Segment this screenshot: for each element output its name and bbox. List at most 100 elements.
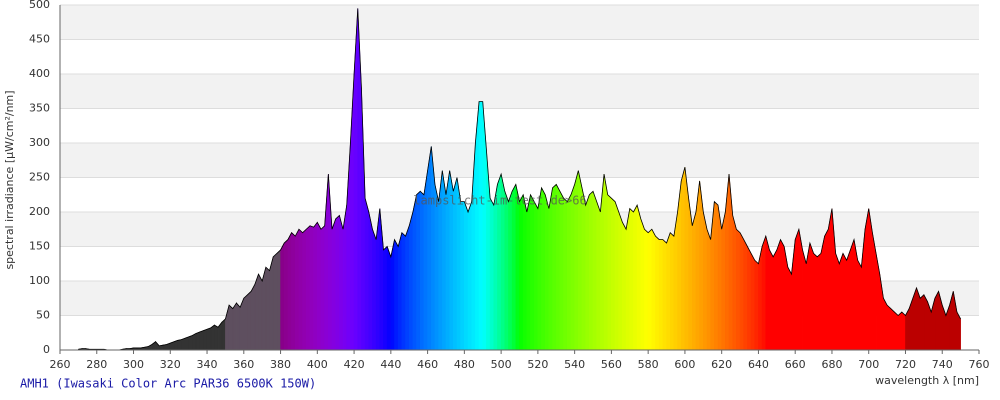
x-tick-label: 280 (86, 358, 107, 371)
spectrum-strip (901, 311, 906, 351)
y-tick-label: 300 (29, 136, 50, 149)
spectrum-strip (754, 259, 759, 351)
x-axis-label: wavelength λ [nm] (875, 374, 979, 387)
spectrum-strip (824, 229, 829, 351)
spectrum-strip (294, 229, 300, 351)
spectrum-strip (313, 221, 318, 351)
spectrum-strip (702, 211, 708, 351)
spectrum-strip (181, 337, 186, 351)
spectrum-strip (816, 252, 822, 351)
spectrum-strip (302, 228, 307, 351)
spectrum-strip (592, 191, 597, 351)
spectrum-strip (188, 335, 193, 351)
x-tick-label: 440 (380, 358, 401, 371)
x-tick-label: 460 (417, 358, 438, 371)
spectrum-strip (747, 246, 752, 351)
x-tick-label: 560 (601, 358, 622, 371)
spectrum-strip (600, 174, 605, 351)
spectrum-strip (622, 222, 627, 351)
spectrum-strip (335, 214, 340, 351)
spectrum-strip (412, 194, 417, 351)
y-tick-label: 0 (43, 343, 50, 356)
spectrum-strip (651, 229, 656, 351)
spectrum-strip (743, 239, 748, 351)
spectrum-strip (776, 239, 781, 351)
spectrum-strip (607, 194, 612, 351)
spectrum-strip (155, 340, 160, 351)
spectrum-strip (714, 200, 719, 351)
spectrum-strip (533, 201, 539, 351)
spectrum-strip (416, 190, 421, 351)
spectrum-strip (276, 249, 281, 351)
spectrum-strip (203, 328, 208, 351)
y-tick-label: 100 (29, 274, 50, 287)
spectrum-strip (875, 253, 881, 351)
spectrum-strip (283, 238, 289, 351)
x-tick-label: 520 (527, 358, 548, 371)
spectrum-strip (228, 304, 234, 351)
spectrum-strip (397, 232, 403, 351)
spectrum-strip (890, 307, 895, 351)
spectrum-strip (706, 229, 711, 351)
x-tick-label: 760 (969, 358, 990, 371)
spectrum-strip (504, 191, 509, 351)
spectrum-strip (563, 197, 568, 351)
spectrum-strip (250, 284, 256, 351)
spectrum-strip (566, 194, 572, 351)
spectrum-strip (522, 194, 528, 351)
spectrum-strip (725, 174, 730, 351)
spectrum-strip (511, 184, 517, 351)
spectrum-strip (883, 298, 888, 351)
spectrum-strip (361, 87, 366, 351)
spectrum-strip (658, 239, 664, 351)
spectrum-strip (478, 101, 484, 351)
spectrum-strip (221, 318, 226, 351)
spectrum-strip (728, 174, 734, 351)
spectrum-strip (368, 211, 373, 351)
spectrum-strip (548, 187, 553, 351)
spectrum-strip (460, 201, 465, 351)
spectrum-outline (78, 8, 961, 351)
spectrum-strip (629, 207, 634, 351)
x-tick-label: 580 (638, 358, 659, 371)
spectrum-strip (287, 232, 292, 351)
y-axis-label: spectral irradiance [µW/cm²/nm] (3, 90, 16, 269)
spectrum-strip (544, 194, 550, 351)
spectrum-strip (206, 327, 212, 351)
spectrum-strip (232, 302, 237, 351)
spectrum-strip (894, 311, 899, 351)
spectrum-strip (515, 184, 520, 351)
watermark: lampslicht-im-test.de>66 (413, 194, 586, 208)
spectrum-strip (655, 235, 660, 351)
spectrum-strip (537, 187, 542, 351)
spectrum-strip (467, 201, 473, 351)
x-tick-label: 400 (307, 358, 328, 371)
spectrum-strip (780, 239, 785, 351)
y-tick-label: 50 (36, 309, 50, 322)
spectrum-strip (669, 232, 675, 351)
spectrum-strip (857, 260, 862, 351)
spectrum-strip (305, 225, 311, 351)
spectrum-strip (850, 239, 855, 351)
spectrum-strip (750, 253, 756, 351)
spectrum-strip (666, 232, 671, 351)
spectrum-strip (394, 239, 399, 351)
spectrum-strip (662, 238, 667, 351)
x-tick-label: 420 (344, 358, 365, 371)
spectrum-strip (489, 198, 495, 351)
spectrum-strip (408, 211, 414, 351)
spectrum-strip (192, 332, 197, 351)
x-tick-label: 680 (821, 358, 842, 371)
spectrum-strip (886, 304, 892, 351)
spectrum-strip (739, 232, 745, 351)
spectrum-strip (559, 191, 564, 351)
spectrum-strip (736, 228, 741, 351)
x-tick-label: 720 (895, 358, 916, 371)
spectrum-strip (383, 245, 388, 351)
y-tick-label: 500 (29, 0, 50, 11)
x-tick-label: 380 (270, 358, 291, 371)
spectrum-strip (357, 8, 362, 351)
spectrum-strip (721, 211, 726, 351)
spectrum-strip (401, 232, 406, 351)
